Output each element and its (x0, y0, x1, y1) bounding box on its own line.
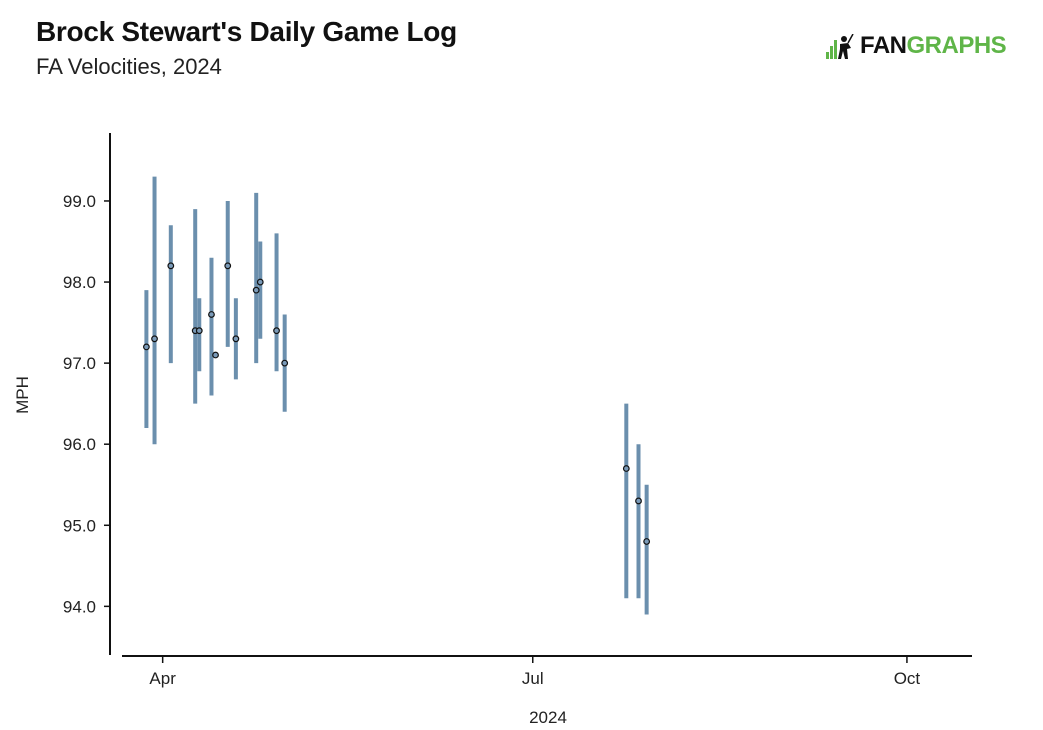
y-tick-label: 99.0 (63, 192, 96, 211)
velocity-avg-point (622, 465, 630, 472)
y-tick-label: 97.0 (63, 354, 96, 373)
velocity-avg-point (643, 538, 651, 545)
logo-wordmark: FANGRAPHS (860, 32, 1007, 59)
x-tick-label: Apr (149, 669, 176, 688)
velocity-avg-point (281, 359, 289, 367)
y-tick-label: 94.0 (63, 597, 96, 616)
x-axis-title: 2024 (529, 708, 567, 727)
velocity-avg-point (252, 286, 260, 294)
y-tick-label: 95.0 (63, 516, 96, 535)
velocity-avg-point (167, 262, 175, 270)
chart-title: Brock Stewart's Daily Game Log (36, 16, 457, 47)
velocity-avg-point (143, 343, 150, 351)
y-axis-title: MPH (13, 376, 32, 414)
velocity-avg-point (151, 335, 158, 343)
velocity-avg-point (256, 278, 264, 286)
batter-silhouette-icon (826, 34, 854, 59)
velocity-avg-point (635, 497, 642, 505)
fangraphs-logo: FANGRAPHS (826, 32, 1026, 62)
chart-subtitle: FA Velocities, 2024 (36, 54, 222, 79)
y-tick-label: 98.0 (63, 273, 96, 292)
velocity-avg-point (195, 327, 203, 335)
velocity-avg-point (208, 311, 215, 318)
velocity-avg-point (224, 262, 232, 270)
x-tick-label: Jul (522, 669, 544, 688)
velocity-avg-point (212, 351, 219, 359)
velocity-avg-point (273, 327, 280, 335)
x-tick-label: Oct (894, 669, 921, 688)
velocity-avg-point (232, 335, 240, 343)
y-tick-label: 96.0 (63, 435, 96, 454)
